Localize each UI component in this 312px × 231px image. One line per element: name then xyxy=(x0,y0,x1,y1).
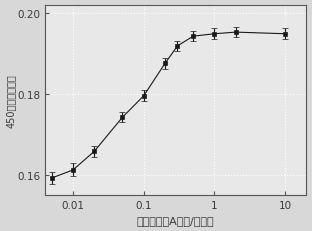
X-axis label: 绹曲霉毒素A浓度/纳摩尔: 绹曲霉毒素A浓度/纳摩尔 xyxy=(137,216,215,225)
Y-axis label: 450纳米处吸光度: 450纳米处吸光度 xyxy=(6,74,16,127)
